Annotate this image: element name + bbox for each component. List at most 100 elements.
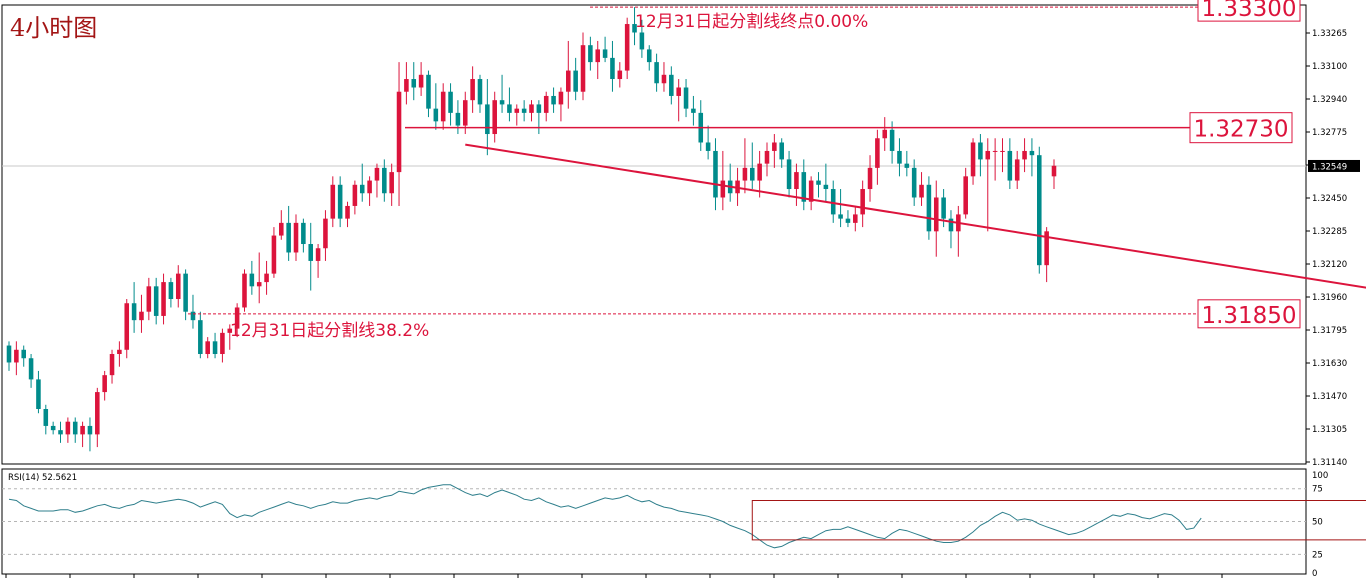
candle-body xyxy=(80,425,85,435)
candle-body xyxy=(43,409,49,426)
candle-body xyxy=(1022,150,1027,160)
candle-body xyxy=(271,235,277,274)
candle-body xyxy=(367,180,372,194)
rsi-axis-label: 25 xyxy=(1312,550,1323,560)
candle-body xyxy=(580,45,586,92)
candle-body xyxy=(352,184,358,206)
candle-body xyxy=(95,392,100,435)
candle-body xyxy=(779,142,784,160)
candle-body xyxy=(485,104,490,135)
price-axis-label: 1.32450 xyxy=(1312,194,1347,204)
current-price-tag xyxy=(1308,159,1360,172)
candle-body xyxy=(301,222,306,245)
candle-body xyxy=(220,332,225,355)
candle-body xyxy=(911,167,917,198)
candle-body xyxy=(50,425,56,431)
candle-body xyxy=(838,214,843,219)
rsi-highlight-box xyxy=(751,500,1366,541)
candle-body xyxy=(374,167,380,181)
candle-body xyxy=(933,197,939,232)
candle-body xyxy=(345,205,350,219)
candle-body xyxy=(875,138,880,168)
candle-body xyxy=(588,45,593,63)
candle-body xyxy=(529,104,534,113)
candle-body xyxy=(558,91,564,105)
candle-body xyxy=(897,150,902,164)
level-mid-label: 1.32730 xyxy=(1193,117,1288,143)
candle-body xyxy=(117,349,122,355)
candle-body xyxy=(705,142,711,151)
candle-body xyxy=(146,286,152,312)
candle-body xyxy=(566,70,571,92)
support-trendline xyxy=(465,143,1366,289)
rsi-axis-label: 50 xyxy=(1312,518,1323,528)
rsi-axis-label: 100 xyxy=(1312,471,1328,481)
candle-body xyxy=(448,91,453,113)
candle-body xyxy=(889,129,895,151)
candle-body xyxy=(87,425,93,435)
candle-body xyxy=(941,197,946,219)
candle-body xyxy=(21,349,26,359)
candle-body xyxy=(654,62,659,84)
candle-body xyxy=(882,129,888,139)
candle-body xyxy=(749,167,755,181)
level-low-box xyxy=(1197,299,1301,329)
candle-body xyxy=(153,286,159,316)
candle-body xyxy=(963,176,968,215)
chart-title: 4小时图 xyxy=(10,14,97,42)
candle-body xyxy=(985,150,991,160)
candle-body xyxy=(992,150,998,152)
candle-body xyxy=(102,375,107,393)
candle-body xyxy=(65,421,71,435)
candle-body xyxy=(190,311,196,321)
candle-body xyxy=(168,282,174,300)
candle-body xyxy=(823,184,829,190)
candle-body xyxy=(1044,231,1049,266)
candle-body xyxy=(860,189,865,215)
candle-body xyxy=(470,79,475,101)
candle-body xyxy=(227,328,233,333)
candle-body xyxy=(36,379,41,410)
rsi-title: RSI(14) 52.5621 xyxy=(8,473,77,483)
candle-body xyxy=(308,244,314,261)
price-axis-label: 1.31630 xyxy=(1312,359,1347,369)
candle-body xyxy=(499,100,505,105)
candle-body xyxy=(669,74,674,96)
candle-body xyxy=(624,24,630,71)
candle-body xyxy=(234,307,240,329)
level-top-box xyxy=(1197,0,1301,22)
candle-body xyxy=(551,95,556,105)
candle-body xyxy=(1014,159,1020,181)
candle-body xyxy=(1037,155,1042,266)
candle-body xyxy=(904,163,910,168)
level-mid-box xyxy=(1189,112,1293,144)
candle-body xyxy=(6,345,12,363)
candle-body xyxy=(1051,165,1057,177)
candle-body xyxy=(514,108,520,113)
candle-body xyxy=(536,104,542,113)
candle-body xyxy=(543,95,549,113)
candle-body xyxy=(404,79,409,92)
candle-body xyxy=(720,180,726,198)
candle-body xyxy=(426,74,431,109)
price-axis-label: 1.31305 xyxy=(1312,425,1347,435)
candle-body xyxy=(676,87,681,96)
candle-body xyxy=(919,184,924,198)
price-axis-label: 1.31795 xyxy=(1312,326,1347,336)
candle-body xyxy=(14,349,19,363)
candle-body xyxy=(830,189,836,215)
price-axis-label: 1.33100 xyxy=(1312,62,1347,72)
candle-body xyxy=(602,49,608,58)
candle-body xyxy=(683,87,689,109)
price-axis-label: 1.31470 xyxy=(1312,392,1347,402)
candle-body xyxy=(646,49,652,63)
candle-body xyxy=(389,172,394,194)
candle-body xyxy=(772,142,777,151)
candle-body xyxy=(411,79,417,88)
candle-body xyxy=(242,273,247,308)
candle-body xyxy=(978,142,983,160)
candle-body xyxy=(816,180,821,185)
candle-body xyxy=(279,222,284,236)
rsi-axis-label: 0 xyxy=(1312,569,1317,579)
